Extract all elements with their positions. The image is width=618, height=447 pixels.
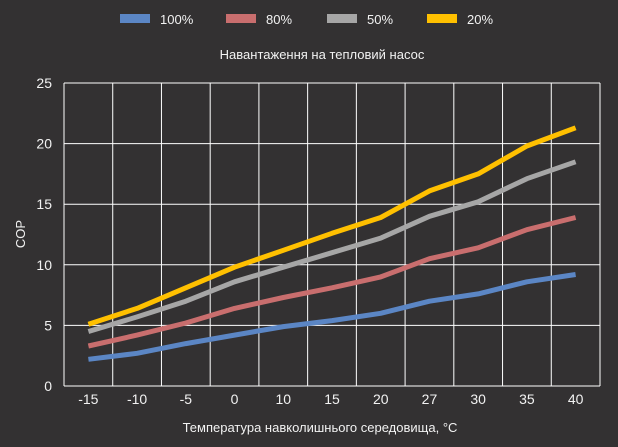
x-tick-label: 0 <box>231 391 239 407</box>
y-tick-label: 20 <box>36 136 52 152</box>
series-lines <box>87 125 577 362</box>
x-tick-label: 15 <box>324 391 340 407</box>
y-axis-label: COP <box>13 220 28 248</box>
x-tick-labels: -15 -10 -5 0 10 15 20 27 30 35 40 <box>78 391 583 407</box>
y-tick-labels: 0 5 10 15 20 25 <box>36 75 52 394</box>
x-tick-label: 20 <box>373 391 389 407</box>
legend-label: 20% <box>467 12 493 27</box>
x-tick-label: -5 <box>180 391 193 407</box>
legend: 100% 80% 50% 20% <box>120 12 493 27</box>
series-line-50pct <box>87 159 577 334</box>
series-line-80pct <box>87 215 577 349</box>
legend-swatch <box>120 14 150 23</box>
x-tick-label: 27 <box>422 391 438 407</box>
legend-label: 50% <box>367 12 393 27</box>
y-tick-label: 5 <box>44 317 52 333</box>
x-tick-label: 10 <box>275 391 291 407</box>
grid-lines <box>63 82 601 387</box>
legend-swatch <box>226 14 256 23</box>
series-line-100pct <box>88 272 576 362</box>
x-axis-label: Температура навколишнього середовища, °С <box>183 420 458 435</box>
y-tick-label: 10 <box>36 257 52 273</box>
legend-swatch <box>427 14 457 23</box>
y-tick-label: 0 <box>44 378 52 394</box>
legend-swatch <box>327 14 357 23</box>
series-line-20pct <box>87 125 577 327</box>
x-tick-label: -10 <box>127 391 147 407</box>
y-tick-label: 15 <box>36 196 52 212</box>
legend-label: 80% <box>266 12 292 27</box>
x-tick-label: 30 <box>470 391 486 407</box>
legend-label: 100% <box>160 12 194 27</box>
x-tick-label: -15 <box>78 391 98 407</box>
y-tick-label: 25 <box>36 75 52 91</box>
x-tick-label: 35 <box>519 391 535 407</box>
x-tick-label: 40 <box>568 391 584 407</box>
chart-subtitle: Навантаження на тепловий насос <box>220 47 425 62</box>
